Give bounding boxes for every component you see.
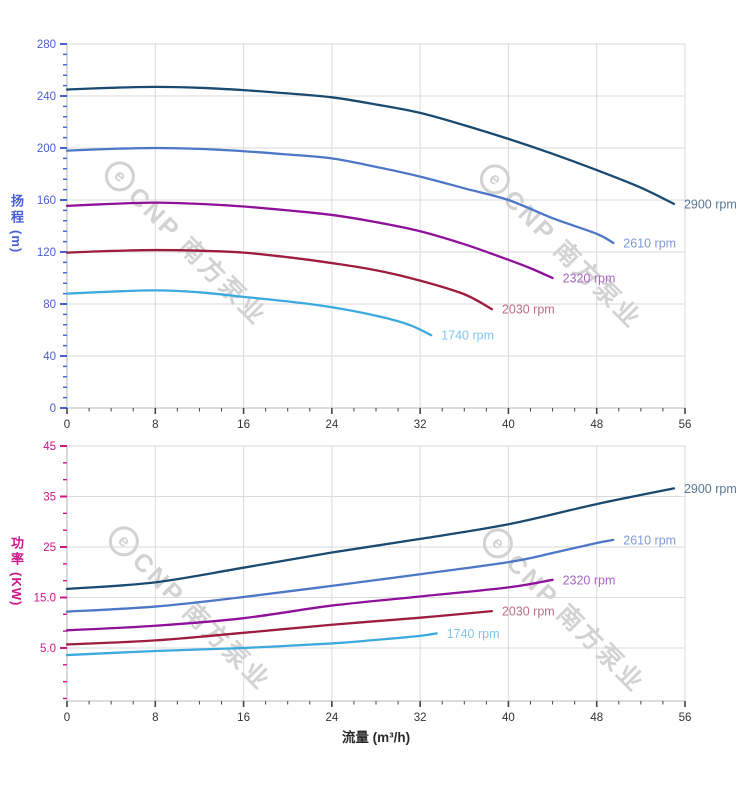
y-tick-label: 5.0 — [40, 643, 56, 655]
x-tick-label: 8 — [152, 712, 158, 724]
series-label-1740-rpm: 1740 rpm — [441, 329, 494, 343]
series-label-2030-rpm: 2030 rpm — [502, 303, 555, 317]
x-tick-label: 0 — [64, 419, 70, 431]
x-tick-label: 16 — [237, 419, 250, 431]
y-tick-label: 35 — [43, 491, 56, 503]
head-chart-curves: 2900 rpm 2610 rpm 2320 rpm 2030 rpm 1740 rpm — [65, 85, 737, 343]
y-tick-label: 280 — [37, 39, 56, 51]
power-axis-unit: (KW) — [9, 572, 24, 607]
series-label-2030-rpm: 2030 rpm — [502, 605, 555, 619]
head-axis-title: 扬程 (m) — [9, 194, 24, 254]
power-axis-title: 功率 (KW) — [9, 536, 24, 607]
x-tick-label: 56 — [679, 712, 692, 724]
x-tick-label: 24 — [325, 419, 338, 431]
series-label-2610-rpm: 2610 rpm — [623, 236, 676, 250]
flow-axis-title: 流量 (m³/h) — [341, 730, 411, 745]
series-label-2320-rpm: 2320 rpm — [563, 573, 616, 587]
y-tick-label: 0 — [50, 403, 56, 415]
series-label-2320-rpm: 2320 rpm — [563, 272, 616, 286]
curve-2320-rpm — [65, 201, 554, 280]
curve-1740-rpm — [65, 289, 433, 337]
curve-1740-rpm — [65, 632, 438, 657]
curve-2900-rpm — [65, 85, 676, 206]
power-axis-title-text: 功率 — [9, 536, 24, 568]
x-tick-label: 0 — [64, 712, 70, 724]
series-label-2610-rpm: 2610 rpm — [623, 533, 676, 547]
y-tick-label: 120 — [37, 247, 56, 259]
x-tick-label: 24 — [325, 712, 338, 724]
x-tick-label: 40 — [502, 419, 515, 431]
x-tick-label: 32 — [414, 419, 427, 431]
x-tick-label: 48 — [590, 712, 603, 724]
curve-2610-rpm — [65, 538, 615, 613]
head-axis-unit: (m) — [9, 230, 24, 254]
power-chart-grid: 5.0 15.0 25 35 45 0 8 16 24 32 40 48 56 — [34, 441, 692, 724]
curve-2320-rpm — [65, 578, 554, 632]
x-tick-label: 16 — [237, 712, 250, 724]
y-tick-label: 25 — [43, 542, 56, 554]
head-axis-title-text: 扬程 — [9, 194, 24, 226]
x-tick-label: 48 — [590, 419, 603, 431]
series-label-2900-rpm: 2900 rpm — [684, 197, 737, 211]
x-tick-label: 32 — [414, 712, 427, 724]
x-tick-label: 40 — [502, 712, 515, 724]
head-chart-grid: 0 40 80 120 160 200 240 280 0 8 16 24 32 40 48 56 — [37, 39, 692, 431]
y-tick-label: 160 — [37, 195, 56, 207]
x-tick-label: 8 — [152, 419, 158, 431]
y-tick-label: 80 — [43, 299, 56, 311]
y-tick-label: 240 — [37, 91, 56, 103]
x-tick-label: 56 — [679, 419, 692, 431]
y-tick-label: 40 — [43, 351, 56, 363]
curve-2610-rpm — [65, 146, 615, 245]
series-label-2900-rpm: 2900 rpm — [684, 482, 737, 496]
y-tick-label: 200 — [37, 143, 56, 155]
y-tick-label: 45 — [43, 441, 56, 453]
curve-2030-rpm — [65, 248, 494, 311]
curve-2030-rpm — [65, 609, 494, 646]
series-label-1740-rpm: 1740 rpm — [447, 627, 500, 641]
curve-2900-rpm — [65, 487, 676, 591]
y-tick-label: 15.0 — [34, 592, 56, 604]
